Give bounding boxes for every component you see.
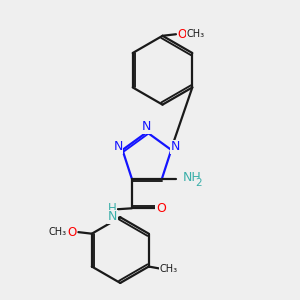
Text: CH₃: CH₃ [159,264,178,274]
Text: CH₃: CH₃ [187,29,205,39]
Text: CH₃: CH₃ [48,227,66,237]
Text: N: N [142,120,152,133]
Text: NH: NH [182,171,201,184]
Text: H: H [108,202,117,215]
Text: N: N [108,210,117,223]
Text: 2: 2 [195,178,202,188]
Text: O: O [156,202,166,215]
Text: O: O [178,28,187,41]
Text: N: N [113,140,123,153]
Text: O: O [68,226,77,238]
Text: N: N [171,140,180,153]
